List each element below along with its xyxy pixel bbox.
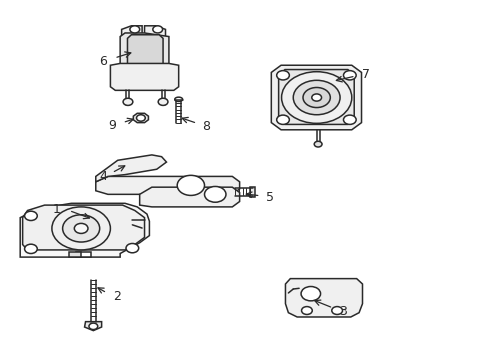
- Text: 1: 1: [53, 203, 61, 216]
- Polygon shape: [133, 113, 148, 123]
- Polygon shape: [69, 252, 81, 257]
- Circle shape: [314, 141, 322, 147]
- Circle shape: [74, 224, 88, 233]
- Circle shape: [276, 71, 289, 80]
- Polygon shape: [20, 203, 149, 257]
- Circle shape: [281, 72, 351, 123]
- Polygon shape: [250, 187, 255, 197]
- Text: 3: 3: [338, 305, 346, 318]
- Polygon shape: [285, 279, 362, 317]
- Circle shape: [158, 98, 167, 105]
- Circle shape: [62, 215, 100, 242]
- Polygon shape: [120, 33, 168, 69]
- Circle shape: [331, 307, 342, 315]
- Polygon shape: [127, 35, 163, 67]
- Circle shape: [177, 175, 204, 195]
- Circle shape: [301, 307, 312, 315]
- Text: 9: 9: [108, 120, 116, 132]
- Circle shape: [153, 26, 162, 33]
- Polygon shape: [271, 65, 361, 130]
- Text: 4: 4: [99, 170, 107, 183]
- Circle shape: [311, 94, 321, 101]
- Circle shape: [136, 115, 145, 121]
- Circle shape: [126, 243, 139, 253]
- Polygon shape: [96, 176, 239, 194]
- Text: 5: 5: [266, 191, 274, 204]
- Text: 6: 6: [99, 55, 107, 68]
- Polygon shape: [84, 321, 102, 330]
- Text: 8: 8: [202, 120, 210, 133]
- Polygon shape: [144, 26, 165, 37]
- Circle shape: [24, 244, 37, 253]
- Polygon shape: [110, 63, 178, 90]
- Circle shape: [293, 80, 339, 115]
- Circle shape: [52, 207, 110, 250]
- Circle shape: [303, 87, 330, 108]
- Polygon shape: [96, 155, 166, 182]
- Circle shape: [301, 287, 320, 301]
- Text: 2: 2: [113, 290, 121, 303]
- Circle shape: [24, 211, 37, 221]
- Circle shape: [89, 323, 98, 329]
- Circle shape: [276, 115, 289, 125]
- Polygon shape: [76, 252, 91, 257]
- Polygon shape: [22, 205, 144, 250]
- Polygon shape: [122, 26, 142, 37]
- Text: 7: 7: [362, 68, 369, 81]
- Circle shape: [204, 186, 225, 202]
- Polygon shape: [278, 69, 353, 125]
- Circle shape: [343, 115, 355, 125]
- Circle shape: [343, 71, 355, 80]
- Polygon shape: [140, 187, 239, 207]
- Circle shape: [123, 98, 133, 105]
- Circle shape: [130, 26, 140, 33]
